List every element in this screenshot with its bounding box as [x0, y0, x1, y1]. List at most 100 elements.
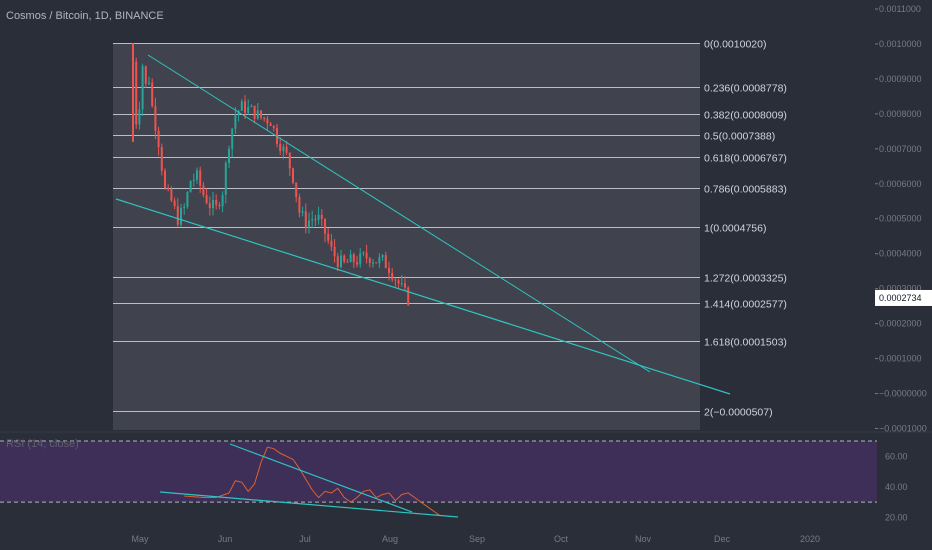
price-axis-label: 0.0007000: [879, 144, 922, 154]
candle-body: [215, 199, 218, 205]
rsi-axis-label: 60.00: [885, 451, 908, 461]
candle-body: [176, 206, 179, 225]
candle-body: [314, 219, 317, 221]
x-axis-label: Sep: [469, 534, 485, 544]
fib-level-label: 1.272(0.0003325): [704, 273, 787, 285]
price-axis-label: 0.0001000: [879, 354, 922, 364]
candle-body: [346, 261, 349, 263]
candle-body: [397, 280, 400, 284]
candle-body: [285, 146, 288, 153]
candle-body: [231, 128, 234, 149]
price-axis-label: −0.0001000: [879, 424, 927, 434]
fib-zone: [113, 43, 700, 430]
candle-body: [340, 255, 342, 267]
fib-level-label: 2(−0.0000507): [704, 407, 773, 419]
candle-body: [301, 211, 304, 213]
candle-body: [400, 283, 403, 285]
fib-level-label: 0.236(0.0008778): [704, 83, 787, 95]
candle-body: [308, 220, 310, 228]
candle-body: [388, 268, 390, 273]
candle-body: [282, 146, 285, 152]
candle-body: [327, 233, 330, 241]
x-axis-label: Jun: [218, 534, 233, 544]
candle-body: [356, 262, 358, 265]
candle-body: [330, 240, 333, 247]
candle-body: [295, 182, 298, 198]
price-axis-label: 0.0008000: [879, 109, 922, 119]
candle-body: [359, 253, 362, 265]
price-axis-label: 0.0005000: [879, 214, 922, 224]
candle-body: [256, 110, 259, 119]
candle-body: [135, 61, 138, 125]
candle-body: [199, 170, 202, 186]
upper-trendline: [147, 54, 651, 373]
candle-body: [394, 279, 397, 281]
candle-body: [279, 143, 282, 152]
fib-level-label: 0(0.0010020): [704, 39, 766, 51]
fib-level-label: 1.618(0.0001503): [704, 337, 787, 349]
candle-body: [311, 219, 314, 221]
rsi-upper-trendline: [229, 443, 413, 513]
candle-body: [304, 211, 307, 228]
candle-body: [375, 262, 378, 264]
candle-body: [365, 252, 368, 259]
x-axis-label: 2020: [800, 534, 820, 544]
candle-body: [391, 272, 394, 280]
candle-body: [205, 194, 208, 204]
candle-body: [292, 168, 294, 183]
candle-body: [157, 130, 160, 148]
candle-body: [141, 66, 144, 110]
candle-body: [362, 252, 365, 254]
candle-body: [240, 101, 243, 111]
candle-body: [269, 123, 272, 126]
price-axis-label: 0.0003000: [879, 284, 922, 294]
candle-body: [180, 208, 182, 225]
x-axis-label: Aug: [382, 534, 398, 544]
candle-body: [320, 214, 323, 219]
fib-level-label: 1.414(0.0002577): [704, 299, 787, 311]
candle-body: [407, 287, 410, 305]
candle-body: [266, 118, 269, 124]
candle-body: [381, 255, 384, 258]
candle-body: [352, 254, 355, 263]
rsi-axis-label: 20.00: [885, 512, 908, 522]
rsi-line: [184, 446, 441, 517]
candle-body: [170, 189, 173, 201]
candle-body: [263, 117, 266, 119]
candle-body: [144, 66, 147, 84]
last-price-label: 0.0002734: [879, 293, 922, 303]
candle-body: [228, 148, 230, 163]
candle-body: [333, 246, 336, 257]
candle-body: [378, 257, 381, 264]
price-axis-label: 0.0009000: [879, 74, 922, 84]
candle-body: [160, 147, 163, 171]
rsi-band: [0, 441, 877, 503]
candle-body: [154, 106, 157, 131]
rsi-title: RSI (14, close): [6, 438, 79, 450]
candle-body: [208, 203, 211, 208]
candle-body: [272, 125, 275, 128]
rsi-lower-trendline: [159, 491, 459, 518]
x-axis-label: Dec: [714, 534, 731, 544]
fib-level-label: 1(0.0004756): [704, 223, 766, 235]
rsi-axis-label: 40.00: [885, 482, 908, 492]
fib-level-label: 0.382(0.0008009): [704, 110, 787, 122]
candle-body: [196, 170, 198, 180]
candle-body: [138, 109, 141, 125]
candle-body: [298, 197, 301, 213]
candle-body: [132, 43, 134, 142]
price-axis-label: 0.0010000: [879, 39, 922, 49]
candle-body: [167, 188, 170, 190]
candle-body: [202, 185, 205, 195]
x-axis-label: May: [131, 534, 149, 544]
candle-body: [192, 179, 195, 181]
price-axis-label: 0.0004000: [879, 249, 922, 259]
candle-body: [234, 114, 237, 129]
candle-body: [151, 82, 154, 107]
candle-body: [324, 218, 326, 234]
x-axis-label: Nov: [635, 534, 652, 544]
candle-body: [212, 199, 214, 208]
candle-body: [164, 170, 166, 189]
candle-body: [260, 110, 262, 118]
